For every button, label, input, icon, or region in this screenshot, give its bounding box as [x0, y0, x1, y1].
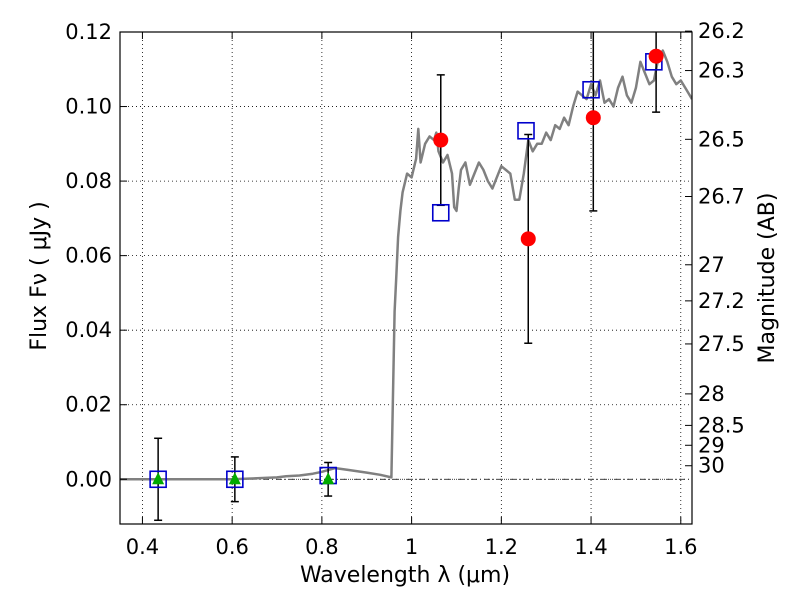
x-tick-label: 0.8 [305, 535, 338, 559]
magnitude-tick-label: 30 [698, 454, 725, 478]
y-axis-label: Flux Fν ( μJy ) [27, 201, 52, 350]
non-detection-triangle [322, 472, 335, 485]
x-tick-label: 0.4 [126, 535, 159, 559]
magnitude-tick-label: 27.5 [698, 332, 745, 356]
detection-point [648, 48, 664, 64]
non-detection-triangle [152, 472, 165, 485]
tick-labels: 0.4 0.6 0.8 1 1.2 1.4 1.6 0.00 0.02 0.04 0.06 0.08 0… [65, 19, 745, 559]
sed-model-line [120, 49, 692, 481]
axis-ticks [120, 30, 692, 524]
y-tick-label: 0.06 [65, 244, 112, 268]
y-tick-label: 0.10 [65, 95, 112, 119]
detection-point [433, 132, 449, 148]
model-photometry-square [226, 470, 244, 489]
y-tick-label: 0.00 [65, 467, 112, 491]
magnitude-tick-label: 26.7 [698, 185, 745, 209]
magnitude-tick-label: 26.3 [698, 59, 745, 83]
grid-lines [120, 31, 692, 524]
x-tick-label: 1.2 [485, 535, 518, 559]
magnitude-tick-label: 26.5 [698, 127, 745, 151]
plot-frame [119, 31, 693, 525]
x-tick-label: 1 [405, 535, 418, 559]
y-tick-label: 0.04 [65, 318, 112, 342]
magnitude-tick-label: 26.2 [698, 19, 745, 43]
x-tick-label: 1.6 [664, 535, 697, 559]
magnitude-tick-label: 28.5 [698, 413, 745, 437]
x-tick-label: 1.4 [574, 535, 607, 559]
y-tick-label: 0.12 [65, 20, 112, 44]
model-photometry-square [149, 470, 167, 489]
magnitude-tick-label: 28 [698, 382, 725, 406]
detection-point [585, 110, 601, 126]
model-photometry-square [431, 203, 450, 222]
x-axis-label: Wavelength λ (μm) [300, 563, 510, 588]
detection-point [520, 231, 536, 247]
x-tick-label: 0.6 [215, 535, 248, 559]
y-tick-label: 0.02 [65, 393, 112, 417]
magnitude-tick-label: 27.2 [698, 289, 745, 313]
model-photometry-square [517, 121, 535, 140]
magnitude-tick-label: 27 [698, 253, 725, 277]
magnitude-axis-label: Magnitude (AB) [755, 193, 780, 364]
y-tick-label: 0.08 [65, 169, 112, 193]
model-photometry-square [582, 80, 600, 99]
non-detection-triangle [228, 472, 241, 485]
magnitude-tick-label: 29 [698, 433, 725, 457]
plot-marks [120, 32, 692, 522]
